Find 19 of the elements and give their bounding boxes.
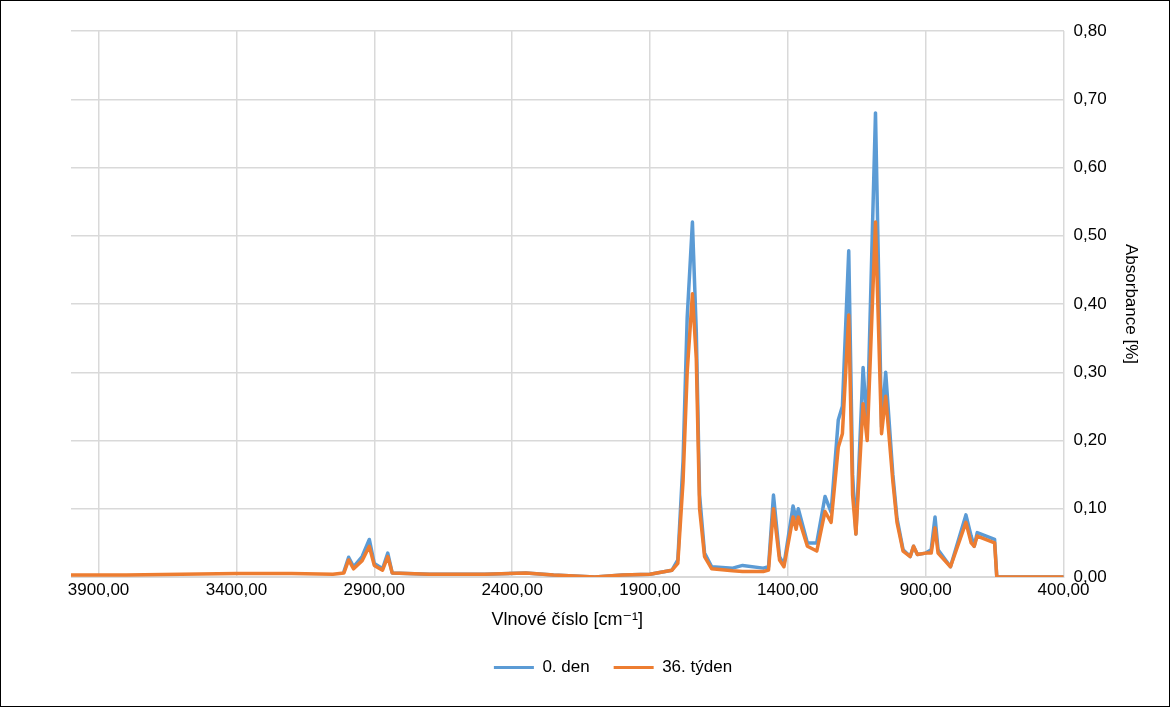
y-tick-label: 0,80 xyxy=(1073,20,1107,40)
y-tick-label: 0,50 xyxy=(1073,225,1107,245)
y-tick-label: 0,30 xyxy=(1073,361,1107,381)
y-tick-label: 0,70 xyxy=(1073,88,1107,108)
x-tick-label: 2400,00 xyxy=(481,579,543,599)
y-axis-title: Absorbance [%] xyxy=(1122,243,1142,365)
x-tick-label: 1900,00 xyxy=(619,579,681,599)
legend-label: 36. týden xyxy=(662,657,733,677)
x-tick-label: 2900,00 xyxy=(343,579,405,599)
x-tick-label: 3400,00 xyxy=(205,579,268,599)
x-axis-title: Vlnové číslo [cm⁻¹] xyxy=(491,609,644,630)
x-tick-label: 900,00 xyxy=(899,579,952,599)
x-tick-label: 1400,00 xyxy=(757,579,819,599)
x-tick-label: 3900,00 xyxy=(67,579,130,599)
y-tick-label: 0,20 xyxy=(1073,430,1107,450)
y-tick-label: 0,10 xyxy=(1073,498,1107,518)
y-tick-label: 0,60 xyxy=(1073,157,1107,177)
legend-label: 0. den xyxy=(542,657,590,677)
y-tick-label: 0,40 xyxy=(1073,293,1107,313)
